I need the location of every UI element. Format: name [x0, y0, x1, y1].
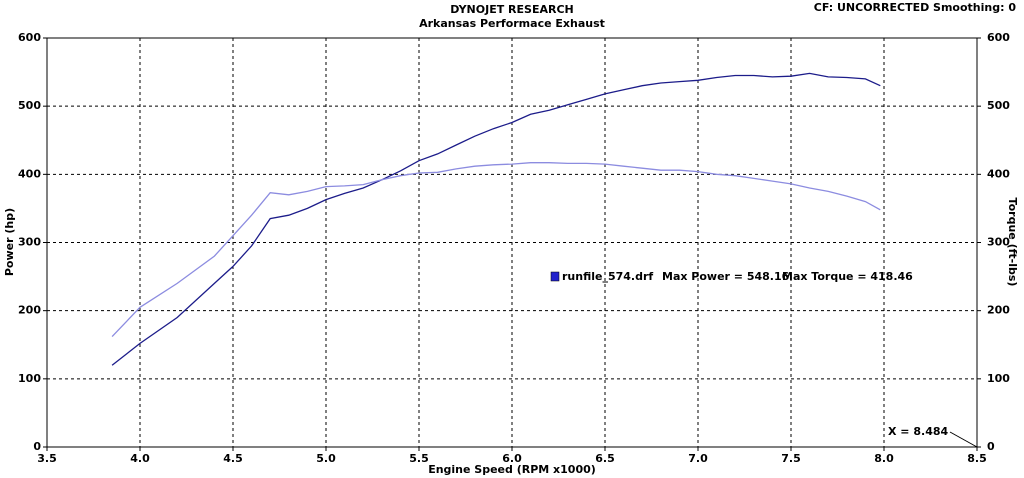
header-info: CF: UNCORRECTED Smoothing: 0: [814, 1, 1017, 14]
legend-power: Max Power = 548.16: [662, 270, 790, 283]
y-tick-label: 0: [33, 440, 41, 453]
x-tick-label: 5.5: [409, 452, 429, 465]
x-axis-label: Engine Speed (RPM x1000): [428, 463, 596, 476]
y2-tick-label: 100: [987, 372, 1010, 385]
series-line: [111, 72, 881, 366]
x-tick-label: 6.5: [595, 452, 615, 465]
x-tick-label: 6.0: [502, 452, 522, 465]
y-tick-label: 200: [18, 304, 41, 317]
y2-tick-label: 500: [987, 99, 1010, 112]
chart-subtitle: Arkansas Performace Exhaust: [419, 17, 605, 30]
chart-title: DYNOJET RESEARCH: [450, 3, 573, 16]
y-tick-label: 400: [18, 167, 41, 180]
x-tick-label: 7.0: [688, 452, 708, 465]
legend-torque: Max Torque = 418.46: [782, 270, 913, 283]
x-tick-label: 8.5: [967, 452, 987, 465]
x-tick-label: 5.0: [316, 452, 336, 465]
y-tick-label: 500: [18, 99, 41, 112]
x-tick-label: 3.5: [37, 452, 57, 465]
y2-tick-label: 300: [987, 236, 1010, 249]
x-tick-label: 4.0: [130, 452, 150, 465]
x-tick-label: 4.5: [223, 452, 243, 465]
cursor-label: X = 8.484: [888, 425, 948, 438]
y2-tick-label: 0: [987, 440, 995, 453]
y-tick-label: 300: [18, 236, 41, 249]
x-tick-label: 8.0: [874, 452, 894, 465]
y2-tick-label: 400: [987, 167, 1010, 180]
legend-swatch: [550, 271, 560, 282]
y-tick-label: 600: [18, 31, 41, 44]
y2-axis-label: Torque (ft-lbs): [1006, 198, 1019, 287]
cursor-line: [949, 431, 978, 448]
legend-file: runfile_574.drf: [562, 270, 653, 283]
series-line: [111, 162, 881, 338]
x-tick-label: 7.5: [781, 452, 801, 465]
y-axis-label: Power (hp): [3, 208, 16, 276]
y2-tick-label: 600: [987, 31, 1010, 44]
y2-tick-label: 200: [987, 304, 1010, 317]
y-tick-label: 100: [18, 372, 41, 385]
